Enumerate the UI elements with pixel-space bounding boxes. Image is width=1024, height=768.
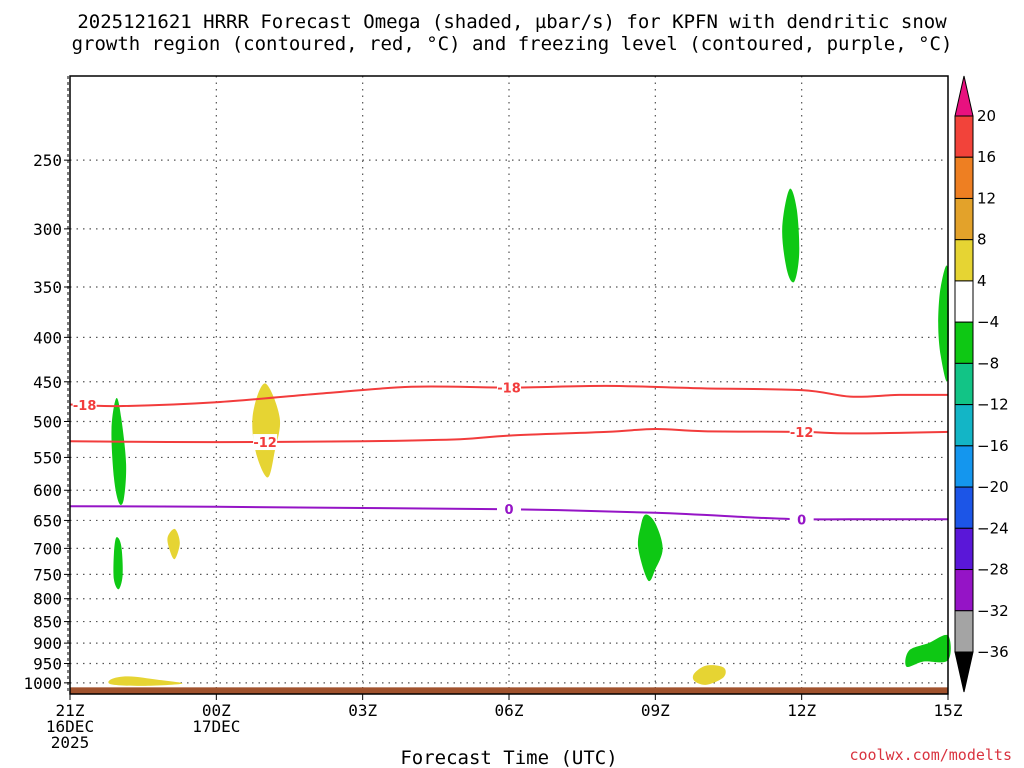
y-tick-label-900: 900 (33, 634, 62, 653)
contour-label-bg--12-0 (253, 434, 278, 451)
colorbar-label-2: 12 (977, 189, 996, 207)
y-tick-labels: 250 300 350 400 450 500 550 600 650 700 750 800 850 9… (23, 151, 70, 693)
colorbar-label-6: −8 (977, 354, 999, 372)
colorbar-top-triangle (954, 75, 974, 117)
ground-strip (70, 687, 948, 694)
y-tick-label-500: 500 (33, 412, 62, 431)
chart-title-line-2: growth region (contoured, red, °C) and f… (72, 33, 953, 55)
credit-text: coolwx.com/modelts (849, 746, 1012, 764)
x-tick-label-09Z-0: 09Z (641, 701, 670, 720)
x-tick-label-21Z-1: 16DEC (46, 717, 94, 736)
y-tick-label-650: 650 (33, 511, 62, 530)
colorbar-band-1 (954, 115, 974, 158)
colorbar-label-3: 8 (977, 231, 987, 249)
colorbar-label-0: 20 (977, 107, 996, 125)
y-tick-label-800: 800 (33, 590, 62, 609)
colorbar-band-6 (954, 321, 974, 364)
omega-shading (108, 188, 951, 686)
omega-region-green-390mb-15z (938, 265, 949, 382)
y-tick-label-1000: 1000 (23, 674, 62, 693)
colorbar-label-11: −28 (977, 561, 1009, 579)
x-tick-label-06Z-0: 06Z (495, 701, 524, 720)
colorbar-label-1: 16 (977, 148, 996, 166)
contour-label-bg--18-1 (497, 379, 521, 396)
colorbar-label-8: −16 (977, 437, 1009, 455)
colorbar-band-13 (954, 610, 974, 653)
colorbar-label-5: −4 (977, 313, 999, 331)
x-axis-label: Forecast Time (UTC) (400, 747, 617, 768)
y-tick-label-600: 600 (33, 481, 62, 500)
colorbar-bottom-triangle (954, 651, 974, 693)
colorbar-band-12 (954, 569, 974, 612)
y-tick-label-250: 250 (33, 151, 62, 170)
y-tick-label-750: 750 (33, 565, 62, 584)
colorbar-label-7: −12 (977, 396, 1009, 414)
contour-label-0-1: 0 (797, 513, 806, 528)
x-tick-label-21Z-0: 21Z (56, 701, 85, 720)
y-tick-label-350: 350 (33, 278, 62, 297)
colorbar-band-4 (954, 239, 974, 282)
omega-region-green-720mb-22z (113, 537, 123, 590)
colorbar-band-3 (954, 197, 974, 241)
contour-line-0 (69, 505, 948, 521)
contour-label-bg-0-0 (497, 501, 521, 518)
colorbar: 20 16 12 8 4 −4 −8 −12 −16 −20 −24 −28 −32 −36 (954, 75, 1009, 693)
contour-lines: -18 -18 -12 -12 0 0 (69, 379, 949, 528)
contour-label--18-1: -18 (497, 382, 521, 397)
omega-region-yellow-510mb-01z (252, 383, 281, 478)
colorbar-band-8 (954, 404, 974, 447)
contour-label-bg-0-1 (789, 511, 814, 528)
omega-region-green-300mb-11z (782, 188, 800, 283)
colorbar-label-12: −32 (977, 602, 1009, 620)
y-tick-label-450: 450 (33, 373, 62, 392)
colorbar-band-5 (954, 280, 974, 323)
ground-strip-fill (70, 687, 948, 694)
y-tick-label-700: 700 (33, 539, 62, 558)
contour-label--12-1: -12 (790, 426, 814, 441)
omega-region-yellow-690mb-00z (167, 528, 180, 560)
colorbar-band-11 (954, 527, 974, 571)
x-tick-label-12Z-0: 12Z (787, 701, 816, 720)
colorbar-label-13: −36 (977, 643, 1009, 661)
y-tick-label-400: 400 (33, 328, 62, 347)
colorbar-band-2 (954, 156, 974, 199)
y-tick-label-850: 850 (33, 613, 62, 632)
contour-line--18 (69, 384, 949, 408)
contour-label--18-0: -18 (73, 399, 97, 414)
contour-label--12-0: -12 (253, 436, 277, 451)
y-tick-label-300: 300 (33, 220, 62, 239)
x-tick-label-03Z-0: 03Z (348, 701, 377, 720)
colorbar-band-7 (954, 362, 974, 406)
x-tick-label-00Z-1: 17DEC (192, 717, 240, 736)
contour-label-bg--18-0 (72, 397, 97, 414)
contour-label-0-0: 0 (504, 503, 513, 518)
colorbar-band-10 (954, 486, 974, 529)
y-tick-label-550: 550 (33, 448, 62, 467)
x-tick-label-21Z-2: 2025 (51, 733, 90, 752)
colorbar-band-9 (954, 445, 974, 488)
x-tick-label-00Z-0: 00Z (202, 701, 231, 720)
colorbar-label-9: −20 (977, 478, 1009, 496)
colorbar-label-4: 4 (977, 272, 987, 290)
omega-region-yellow-990mb-22z (108, 676, 183, 686)
omega-region-green-920mb-15z (905, 634, 951, 668)
y-tick-label-950: 950 (33, 655, 62, 674)
contour-label-bg--12-1 (789, 423, 814, 440)
colorbar-label-10: −24 (977, 519, 1009, 537)
omega-region-green-400mb-22z (111, 397, 127, 505)
chart-title-line-1: 2025121621 HRRR Forecast Omega (shaded, … (77, 11, 947, 33)
omega-region-yellow-975mb-09z (692, 665, 726, 685)
omega-region-green-690mb-08z (637, 514, 663, 582)
x-tick-label-15Z-0: 15Z (934, 701, 963, 720)
grid-lines (70, 76, 948, 694)
